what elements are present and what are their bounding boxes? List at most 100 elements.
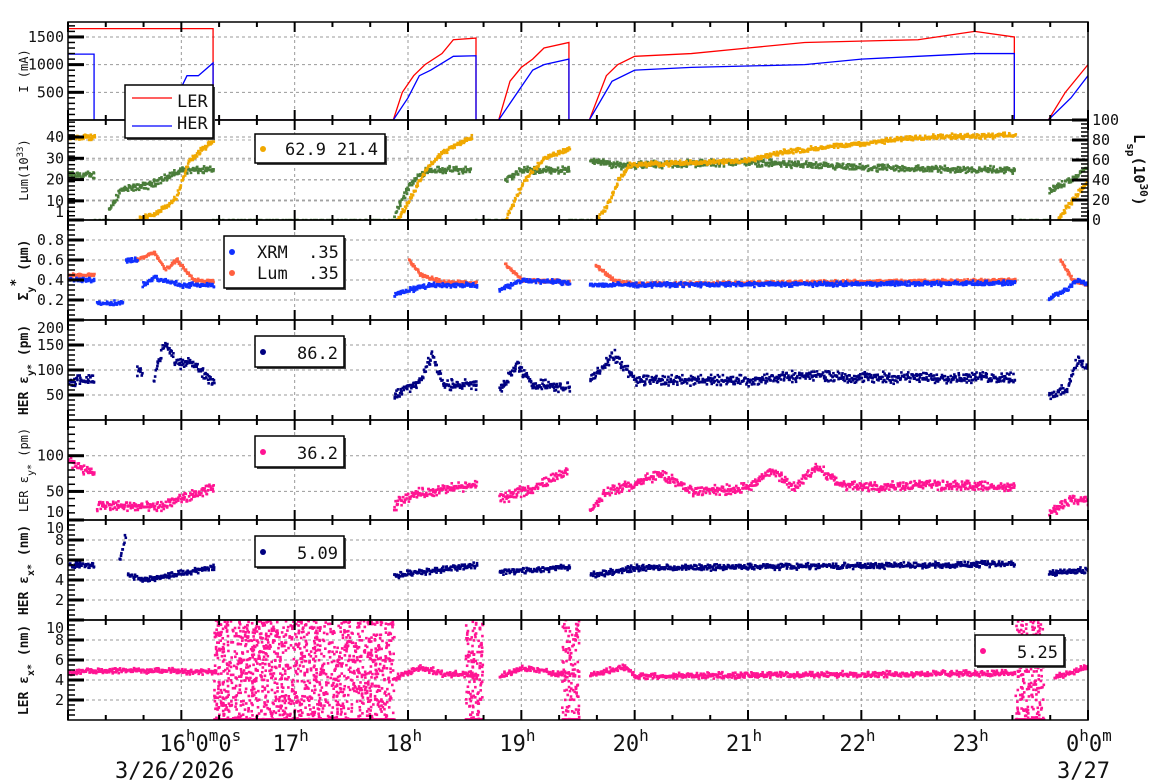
data-point-lsp [203, 169, 207, 173]
data-point-xrm [126, 259, 130, 263]
data-point-lsp [464, 170, 468, 174]
data-point-lum [163, 267, 166, 271]
data-point-lum [731, 159, 735, 162]
data-point-lsp [526, 165, 529, 169]
data-point-lsp [209, 168, 213, 171]
data-point-lum [401, 208, 404, 211]
data-point-lum [515, 273, 519, 276]
data-point-lsp [642, 166, 645, 169]
data-point-lum [204, 148, 208, 151]
data-point-lum [949, 137, 953, 140]
data-point-lsp [821, 164, 825, 167]
data-point-lum [907, 138, 911, 141]
data-point-her-y- [205, 376, 208, 379]
data-point-lsp [82, 175, 85, 178]
data-point-lum [1066, 273, 1070, 276]
data-point-her-y- [393, 397, 397, 400]
data-point-lsp [1079, 171, 1082, 174]
data-point-xrm [649, 281, 653, 285]
data-point-lum [883, 142, 886, 145]
data-point-lsp [194, 168, 198, 172]
data-point-lsp [938, 168, 941, 172]
data-point-lum [183, 174, 187, 177]
data-point-lum [797, 147, 801, 150]
data-point-lum [668, 162, 671, 165]
data-point-xrm [85, 277, 88, 281]
data-point-lsp [757, 160, 760, 163]
data-point-lum [198, 151, 202, 155]
data-point-lum [942, 137, 945, 140]
data-point-lsp [1053, 189, 1056, 192]
data-point-her-y- [139, 367, 142, 370]
data-point-lsp [179, 169, 183, 173]
data-point-lum [549, 153, 552, 157]
data-point-xrm [416, 286, 419, 289]
data-point-lum [601, 212, 605, 215]
data-point-xrm [700, 282, 704, 286]
data-point-lum [184, 169, 188, 172]
data-point-lsp [930, 169, 934, 173]
data-point-lum [979, 278, 983, 282]
data-point-lum [963, 135, 967, 139]
data-point-xrm [130, 257, 134, 260]
data-point-xrm [756, 282, 759, 286]
data-point-lum [654, 160, 657, 163]
data-point-lsp [137, 188, 141, 192]
data-point-lum [748, 158, 751, 162]
data-point-lum [470, 281, 473, 284]
data-point-lum [1070, 274, 1073, 278]
data-point-lum [742, 160, 746, 163]
data-point-xrm [664, 284, 668, 288]
data-point-lsp [407, 183, 411, 187]
data-point-xrm [162, 280, 165, 283]
data-point-lum [605, 206, 609, 210]
data-point-xrm [566, 280, 570, 283]
data-point-lsp [114, 193, 118, 197]
data-point-her-y- [157, 359, 161, 362]
data-point-lum [518, 188, 522, 191]
data-point-lum [842, 280, 846, 283]
data-point-lsp [956, 165, 960, 169]
data-point-lum [612, 190, 615, 194]
data-point-lsp [178, 169, 181, 173]
data-point-xrm [941, 282, 945, 285]
data-point-lum [136, 221, 139, 224]
data-point-xrm [1076, 277, 1080, 281]
data-point-lum [678, 159, 682, 162]
data-point-lum [938, 134, 942, 138]
data-point-lum [507, 209, 511, 213]
data-point-lum [606, 201, 610, 204]
data-point-her-y- [172, 351, 175, 355]
data-point-xrm [658, 281, 662, 285]
data-point-lum [625, 168, 628, 172]
data-point-xrm [753, 285, 756, 289]
data-point-lum [796, 146, 800, 150]
data-point-her-y- [417, 379, 421, 382]
data-point-xrm [801, 282, 805, 286]
data-point-lum [161, 262, 164, 266]
data-point-lsp [608, 160, 611, 164]
data-point-her-y- [192, 365, 196, 369]
data-point-xrm [839, 280, 842, 284]
data-point-lsp [511, 172, 515, 176]
data-point-xrm [981, 281, 985, 285]
data-point-lum [988, 280, 992, 283]
data-point-xrm [1080, 280, 1083, 284]
data-point-her-y- [206, 378, 210, 382]
data-point-lum [176, 257, 179, 260]
data-point-lum [156, 254, 159, 258]
data-point-lsp [999, 167, 1002, 170]
data-point-xrm [928, 282, 931, 286]
data-point-lum [673, 161, 676, 165]
data-point-lum [173, 195, 176, 199]
data-point-xrm [400, 291, 403, 294]
data-point-lum [643, 163, 646, 167]
data-point-lsp [402, 194, 406, 198]
data-point-lsp [949, 170, 952, 174]
data-point-lum [1083, 184, 1086, 188]
data-point-xrm [717, 283, 721, 287]
data-point-xrm [740, 282, 743, 285]
data-point-xrm [979, 280, 982, 284]
data-point-lsp [140, 184, 144, 187]
data-point-lum [416, 184, 420, 188]
